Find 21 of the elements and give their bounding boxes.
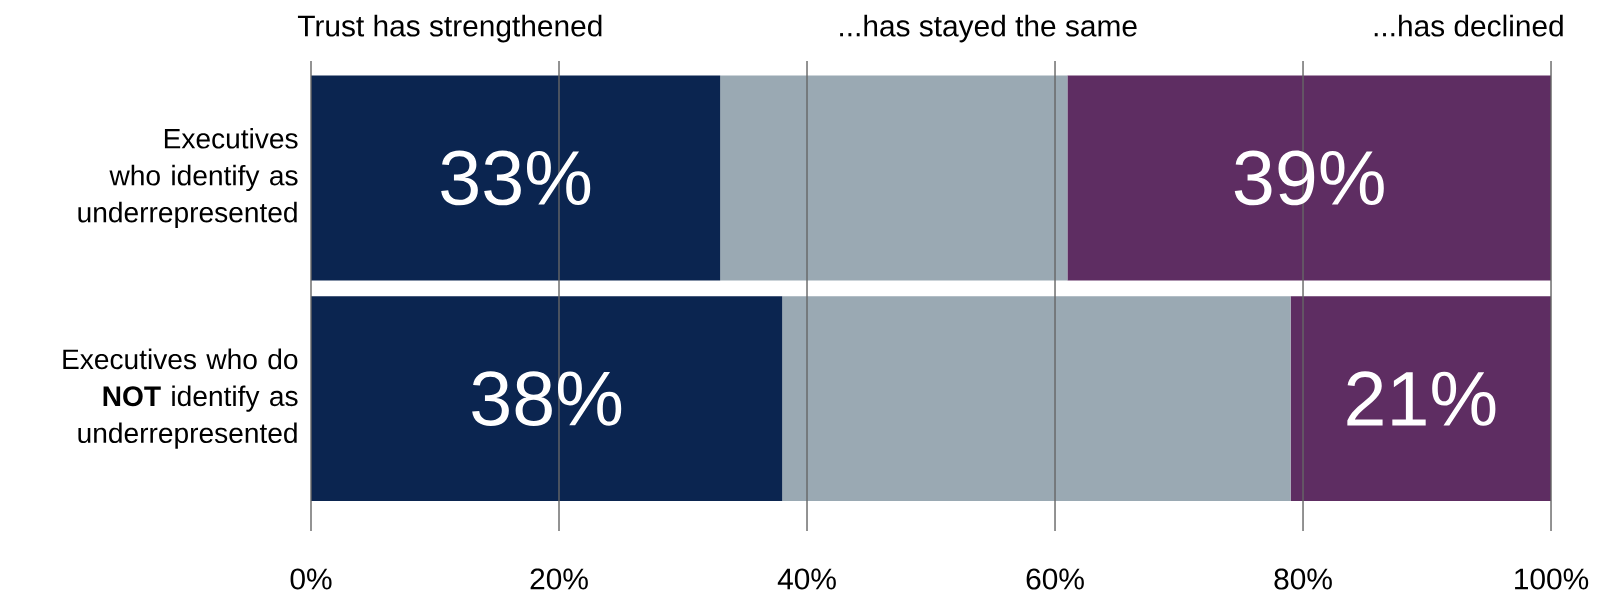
x-tick-label: 0% [290,568,332,590]
x-tick-label: 40% [777,568,836,590]
x-tick-label: 100% [1515,568,1589,590]
data-label: 39% [1234,150,1384,206]
bar [720,75,1068,281]
bar [1290,296,1552,502]
series-label: ...has declined [1374,14,1563,37]
y-tick-label: Executives who do NOT identify as underrepresented [63,348,298,449]
data-label: 21% [1347,371,1496,426]
x-tick-label: 60% [1026,568,1084,590]
series-label: Trust has strengthened [297,14,602,43]
x-tick-label: 80% [1274,568,1332,590]
series-label: ...has stayed the same [840,14,1137,43]
y-tick-label: Executives who identify as underrepresented [78,127,298,228]
bar [782,296,1291,502]
bar [1067,75,1552,281]
data-label: 33% [441,150,591,206]
bar [311,296,783,502]
data-label: 38% [472,371,622,427]
x-tick-label: 20% [530,568,588,590]
bar [311,75,721,281]
